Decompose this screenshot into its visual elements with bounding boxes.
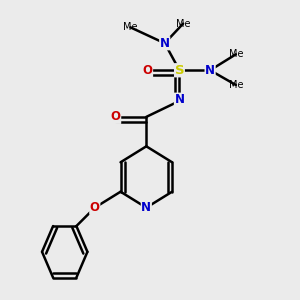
Text: O: O [111,110,121,123]
Text: N: N [205,64,215,77]
Text: N: N [141,201,151,214]
Text: N: N [160,37,170,50]
Text: O: O [142,64,152,77]
Text: N: N [174,93,184,106]
Text: S: S [175,64,184,77]
Text: Me: Me [229,80,243,90]
Text: Me: Me [176,19,190,28]
Text: Me: Me [123,22,138,32]
Text: Me: Me [229,49,243,59]
Text: O: O [90,201,100,214]
